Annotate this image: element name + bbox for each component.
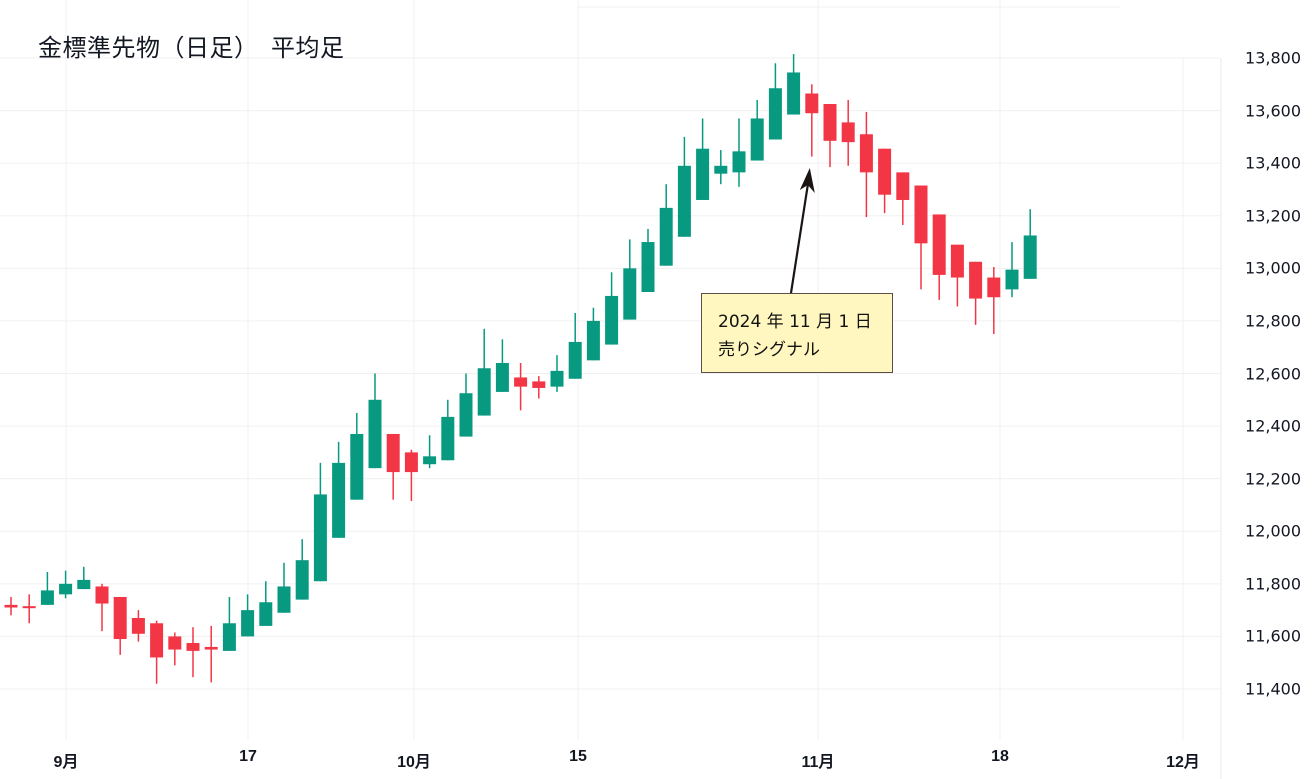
candle-down bbox=[22, 606, 36, 609]
candle-down bbox=[95, 586, 109, 604]
candle-down bbox=[150, 623, 164, 658]
candle-down bbox=[932, 214, 946, 275]
candle-up bbox=[313, 494, 327, 582]
candle-up bbox=[295, 560, 309, 600]
x-tick-label: 12月 bbox=[1166, 754, 1200, 771]
candle-up bbox=[59, 583, 73, 595]
candle-up bbox=[768, 88, 782, 140]
candle-up bbox=[586, 320, 600, 361]
candle-down bbox=[950, 244, 964, 278]
candle-up bbox=[641, 242, 655, 292]
candle-down bbox=[113, 596, 127, 640]
candle-up bbox=[77, 579, 91, 590]
candle-down bbox=[131, 618, 145, 634]
candle-down bbox=[404, 452, 418, 473]
y-tick-label: 13,800 bbox=[1245, 48, 1301, 68]
x-tick-label: 15 bbox=[569, 748, 587, 765]
candle-down bbox=[514, 377, 528, 387]
candle-down bbox=[386, 433, 400, 473]
candle-up bbox=[222, 623, 236, 651]
candle-up bbox=[714, 165, 728, 174]
y-tick-label: 11,800 bbox=[1245, 574, 1301, 594]
candle-up bbox=[241, 610, 255, 637]
candle-down bbox=[4, 604, 18, 608]
candle-down bbox=[969, 261, 983, 299]
arrow-shaft bbox=[789, 184, 809, 294]
candle-up bbox=[423, 456, 437, 465]
candle-up bbox=[332, 462, 346, 538]
chart-title: 金標準先物（日足） 平均足 bbox=[38, 34, 345, 62]
candle-up bbox=[677, 165, 691, 237]
candle-down bbox=[914, 185, 928, 244]
y-tick-label: 11,600 bbox=[1245, 626, 1301, 646]
candle-down bbox=[896, 172, 910, 200]
x-tick-label: 17 bbox=[239, 748, 257, 765]
x-tick-label: 18 bbox=[991, 748, 1009, 765]
arrow-head-icon bbox=[799, 168, 815, 193]
candle-down bbox=[204, 646, 218, 650]
candle-up bbox=[459, 393, 473, 437]
candle-down bbox=[987, 277, 1001, 298]
candle-down bbox=[823, 104, 837, 141]
x-tick-label: 9月 bbox=[53, 754, 79, 771]
candle-up bbox=[568, 341, 582, 379]
y-tick-label: 13,400 bbox=[1245, 153, 1301, 173]
y-tick-label: 13,200 bbox=[1245, 206, 1301, 226]
y-tick-label: 12,000 bbox=[1245, 521, 1301, 541]
candle-up bbox=[696, 148, 710, 200]
candle-down bbox=[186, 642, 200, 651]
y-tick-label: 12,400 bbox=[1245, 416, 1301, 436]
candle-up bbox=[495, 362, 509, 392]
y-tick-label: 12,800 bbox=[1245, 311, 1301, 331]
candle-down bbox=[168, 636, 182, 650]
candle-up bbox=[350, 433, 364, 500]
y-tick-label: 12,600 bbox=[1245, 364, 1301, 383]
candle-up bbox=[787, 72, 801, 115]
candle-down bbox=[841, 122, 855, 143]
candle-up bbox=[605, 295, 619, 345]
y-tick-label: 13,600 bbox=[1245, 101, 1301, 121]
candle-up bbox=[750, 118, 764, 161]
x-tick-label: 10月 bbox=[397, 754, 431, 771]
candle-up bbox=[40, 590, 54, 605]
candle-up bbox=[659, 207, 673, 266]
y-tick-label: 13,000 bbox=[1245, 258, 1301, 278]
candle-down bbox=[805, 93, 819, 114]
y-tick-label: 12,200 bbox=[1245, 469, 1301, 489]
candle-up bbox=[477, 368, 491, 416]
callout-label: 売りシグナル bbox=[718, 340, 820, 360]
y-tick-label: 11,400 bbox=[1245, 679, 1301, 699]
candle-up bbox=[368, 399, 382, 469]
candle-up bbox=[277, 586, 291, 613]
candle-up bbox=[732, 151, 746, 173]
x-tick-label: 11月 bbox=[801, 754, 835, 771]
candle-down bbox=[878, 148, 892, 195]
sell-signal-callout: 2024 年 11 月 1 日 売りシグナル bbox=[701, 293, 893, 373]
candle-up bbox=[441, 416, 455, 461]
candle-up bbox=[550, 370, 564, 387]
callout-date: 2024 年 11 月 1 日 bbox=[718, 312, 872, 332]
candle-up bbox=[1023, 235, 1037, 279]
candle-up bbox=[623, 268, 637, 320]
candle-down bbox=[859, 134, 873, 173]
candle-down bbox=[532, 381, 546, 388]
candle-up bbox=[1005, 269, 1019, 290]
candle-up bbox=[259, 602, 273, 626]
